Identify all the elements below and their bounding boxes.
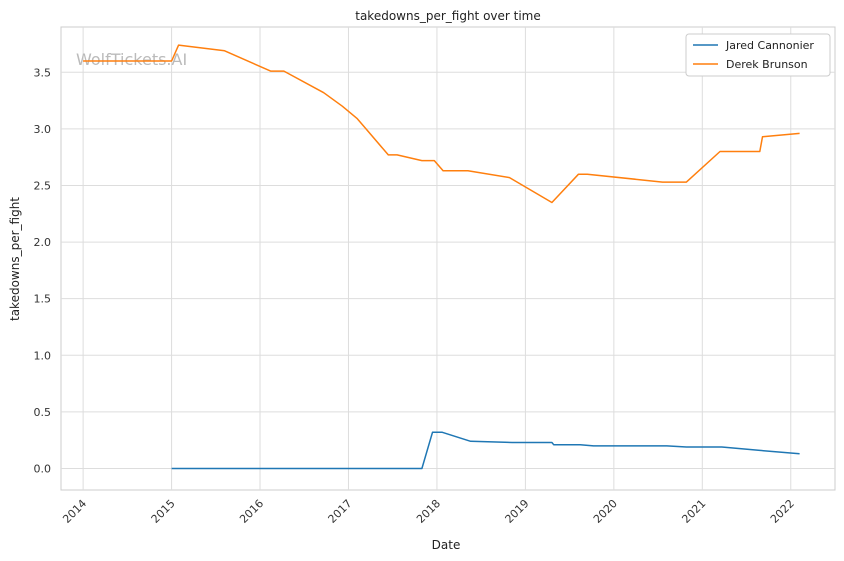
- x-tick-label: 2021: [679, 497, 708, 526]
- x-tick-label: 2018: [414, 497, 443, 526]
- y-tick-label: 3.5: [34, 66, 52, 79]
- watermark: WolfTickets.AI: [76, 50, 187, 69]
- y-tick-label: 2.0: [34, 236, 52, 249]
- series-line-derek-brunson: [83, 44, 800, 204]
- series-line-jared-cannonier: [171, 431, 800, 470]
- series-lines: [83, 44, 800, 470]
- y-tick-label: 2.5: [34, 179, 52, 192]
- x-tick-label: 2015: [149, 497, 178, 526]
- y-tick-label: 3.0: [34, 123, 52, 136]
- x-tick-label: 2017: [326, 497, 355, 526]
- y-axis-ticks: 0.0 0.5 1.0 1.5 2.0 2.5 3.0 3.5: [34, 66, 52, 475]
- y-tick-label: 1.0: [34, 349, 52, 362]
- x-tick-label: 2022: [768, 497, 797, 526]
- legend-label-derek-brunson: Derek Brunson: [726, 58, 808, 71]
- legend: Jared Cannonier Derek Brunson: [685, 33, 831, 77]
- x-axis-label: Date: [432, 538, 461, 552]
- y-tick-label: 0.5: [34, 406, 52, 419]
- y-axis-label: takedowns_per_fight: [8, 197, 22, 321]
- x-tick-label: 2019: [503, 497, 532, 526]
- plot-area: [60, 26, 836, 491]
- grid-lines: [61, 27, 835, 490]
- legend-label-jared-cannonier: Jared Cannonier: [725, 39, 814, 52]
- x-axis-ticks: 2014 2015 2016 2017 2018 2019 2020 2021 2022: [60, 497, 797, 526]
- legend-box: [685, 33, 831, 77]
- x-tick-label: 2020: [591, 497, 620, 526]
- y-tick-label: 1.5: [34, 293, 52, 306]
- y-tick-label: 0.0: [34, 462, 52, 475]
- x-tick-label: 2016: [237, 497, 266, 526]
- chart-title: takedowns_per_fight over time: [355, 9, 541, 23]
- x-tick-label: 2014: [60, 497, 89, 526]
